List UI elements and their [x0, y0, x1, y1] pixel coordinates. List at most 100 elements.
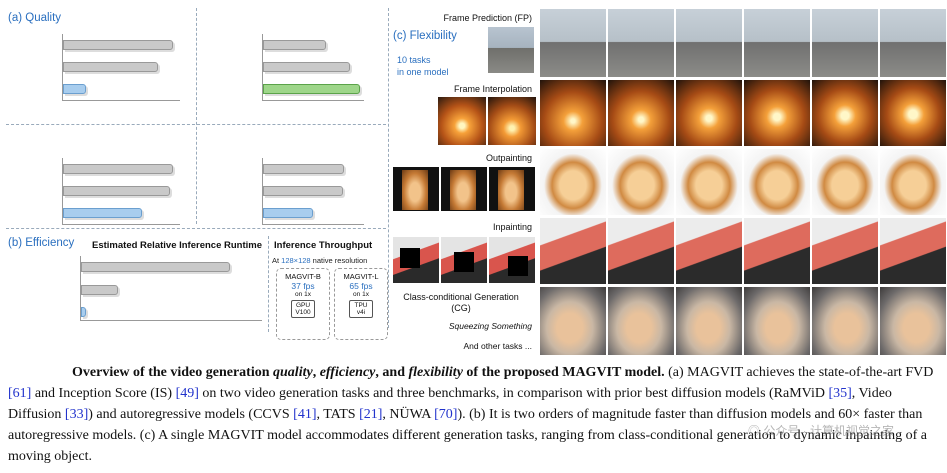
outpaint-dog-crop [450, 170, 476, 210]
device-card-b: MAGVIT-B 37 fps on 1x GPU V100 [276, 268, 330, 340]
bar [263, 40, 326, 50]
generated-frame [743, 148, 811, 216]
other-tasks-label: And other tasks ... [463, 341, 532, 351]
generated-frame [539, 286, 607, 356]
outpaint-dog-crop [402, 170, 428, 210]
interp-end-image [487, 96, 537, 146]
y-axis-line [80, 256, 81, 320]
bar [63, 62, 158, 72]
generated-frame [675, 148, 743, 216]
divider-b-vertical [268, 236, 269, 332]
generated-frame [607, 79, 675, 147]
divider-abc [388, 8, 389, 328]
divider-ab [6, 228, 386, 229]
x-axis-line [262, 224, 364, 225]
generated-frame [607, 217, 675, 285]
y-axis-line [62, 34, 63, 100]
generated-frame [879, 217, 947, 285]
generated-frame [607, 286, 675, 356]
figure-caption: Overview of the video generation quality… [8, 365, 934, 464]
throughput-title: Inference Throughput [274, 240, 373, 251]
generated-frame [675, 286, 743, 356]
inpaint-mask [454, 252, 474, 272]
outpaint-dog-crop [498, 170, 524, 210]
device-fps: 65 fps [349, 281, 373, 291]
cg-class-label: Squeezing Something [448, 321, 532, 331]
generated-frame [539, 8, 607, 78]
task-label-fp: Frame Prediction (FP) [443, 13, 532, 23]
task-label-inpaint: Inpainting [492, 222, 532, 232]
bar [263, 208, 313, 218]
generated-frame [539, 79, 607, 147]
x-axis-line [80, 320, 262, 321]
bar [81, 285, 118, 295]
bar [81, 262, 230, 272]
inpaint-mask [400, 248, 420, 268]
generated-frame [879, 148, 947, 216]
task-label-outpaint: Outpainting [485, 153, 532, 163]
device-model: MAGVIT-B [285, 272, 321, 281]
generated-frame [811, 286, 879, 356]
tasks-note: 10 tasks in one model [397, 55, 449, 77]
x-axis-line [262, 100, 364, 101]
panel-a-title: (a) Quality [8, 12, 62, 24]
generated-frame [539, 148, 607, 216]
generated-frame [675, 8, 743, 78]
throughput-subtitle: At 128×128 native resolution [272, 256, 368, 265]
bar [263, 164, 344, 174]
generated-frame [743, 286, 811, 356]
generated-frame [743, 79, 811, 147]
divider-a-horizontal [6, 124, 386, 125]
task-label-interp: Frame Interpolation [453, 84, 532, 94]
ref-link[interactable]: [41] [293, 407, 317, 422]
divider-a-vertical [196, 8, 197, 224]
device-on: on 1x [295, 291, 311, 298]
fp-condition-image [487, 26, 535, 74]
generated-frame [607, 148, 675, 216]
throughput-resolution: 128×128 [281, 256, 311, 265]
x-axis-line [62, 100, 180, 101]
bar [63, 84, 86, 94]
generated-frame [539, 217, 607, 285]
interp-start-image [437, 96, 487, 146]
y-axis-line [262, 34, 263, 100]
runtime-chart-title: Estimated Relative Inference Runtime [92, 240, 262, 251]
generated-frame [743, 217, 811, 285]
device-on: on 1x [353, 291, 369, 298]
bar [63, 186, 170, 196]
ref-link[interactable]: [21] [359, 407, 383, 422]
wechat-icon: ◎ [748, 424, 764, 438]
inpaint-thumb [440, 236, 488, 284]
ref-link[interactable]: [70] [434, 407, 458, 422]
generated-frame [879, 286, 947, 356]
task-label-cg: Class-conditional Generation (CG) [403, 292, 519, 313]
bar [63, 208, 142, 218]
bar [81, 307, 86, 317]
panel-b-title: (b) Efficiency [8, 237, 75, 249]
generated-frame [879, 8, 947, 78]
generated-frame [675, 217, 743, 285]
inpaint-mask [508, 256, 528, 276]
bar [263, 62, 350, 72]
y-axis-line [62, 158, 63, 224]
generated-frame [743, 8, 811, 78]
ref-link[interactable]: [35] [828, 386, 852, 401]
device-fps: 37 fps [291, 281, 315, 291]
tpu-chip-icon: TPU v4i [349, 300, 373, 318]
bar [263, 84, 360, 94]
ref-link[interactable]: [61] [8, 386, 32, 401]
generated-frame [811, 148, 879, 216]
generated-frame [675, 79, 743, 147]
generated-frame [879, 79, 947, 147]
generated-frame [811, 217, 879, 285]
generated-frame [607, 8, 675, 78]
device-card-l: MAGVIT-L 65 fps on 1x TPU v4i [334, 268, 388, 340]
y-axis-line [262, 158, 263, 224]
ref-link[interactable]: [49] [175, 386, 199, 401]
gpu-chip-icon: GPU V100 [291, 300, 315, 318]
generated-frame [811, 79, 879, 147]
ref-link[interactable]: [33] [64, 407, 89, 422]
generated-frame [811, 8, 879, 78]
bar [63, 40, 173, 50]
x-axis-line [62, 224, 180, 225]
